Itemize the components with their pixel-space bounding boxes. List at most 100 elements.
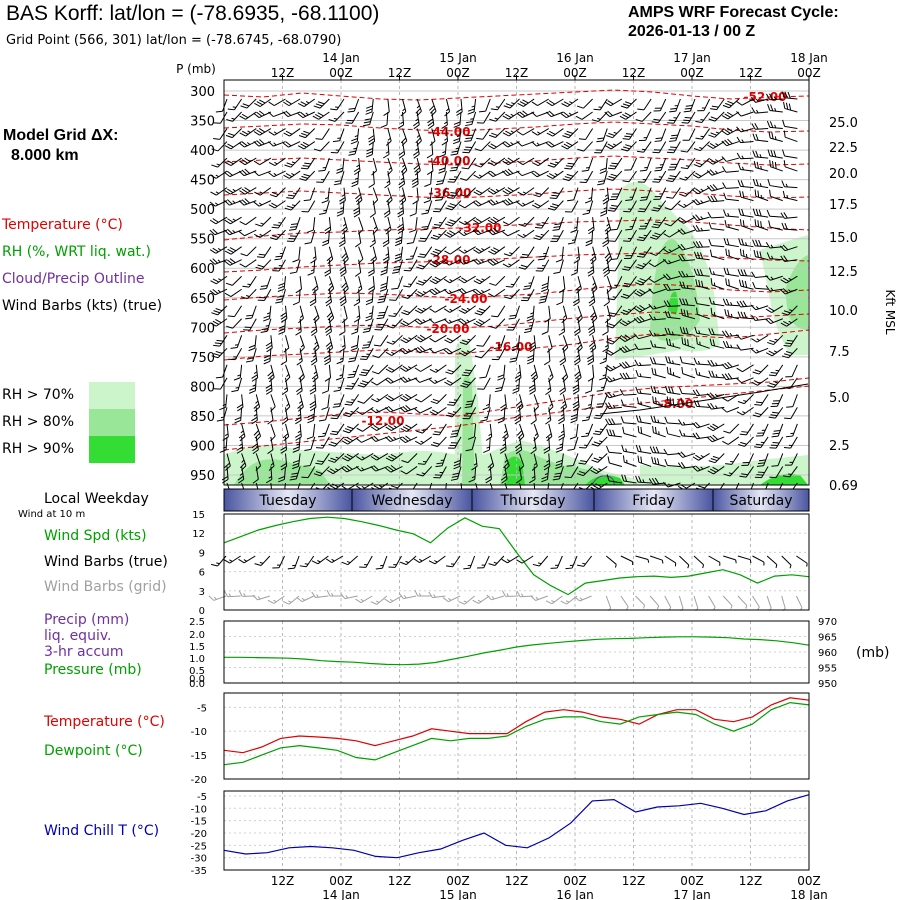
barb-staff <box>664 555 677 564</box>
barb-staff <box>590 377 594 391</box>
barb-full <box>637 108 645 111</box>
barb-staff <box>343 259 347 273</box>
barb-full <box>551 194 559 197</box>
barb-full <box>648 262 656 268</box>
barb-half <box>259 233 263 237</box>
profile-wind-barb <box>282 110 301 118</box>
temperature-contour-label: -32.00 <box>459 221 502 235</box>
barb-full <box>709 169 716 175</box>
barb-full <box>544 318 551 323</box>
barb-staff <box>508 216 520 226</box>
profile-wind-barb <box>502 111 520 120</box>
profile-wind-barb <box>458 216 476 226</box>
barb-staff <box>343 230 346 244</box>
profile-wind-barb <box>584 377 594 394</box>
barb-full <box>637 425 640 433</box>
barb-full <box>443 308 451 313</box>
profile-wind-barb <box>683 98 696 113</box>
barb-full <box>782 149 786 157</box>
barb-staff <box>298 246 301 260</box>
barb-full <box>638 228 646 230</box>
barb-staff <box>497 305 506 317</box>
barb-staff <box>623 377 637 380</box>
barb-staff <box>551 595 563 605</box>
barb-full <box>453 121 461 125</box>
barb-staff <box>243 555 256 564</box>
barb-full <box>497 377 504 381</box>
barb-full <box>751 107 756 114</box>
barb-full <box>369 213 376 218</box>
barb-staff <box>667 464 681 467</box>
barb-staff <box>436 229 447 240</box>
barb-full <box>341 561 349 566</box>
barb-staff <box>725 198 739 202</box>
barb-half <box>508 263 512 266</box>
barb-half <box>232 229 236 233</box>
barb-full <box>395 236 403 241</box>
barb-full <box>602 242 609 248</box>
profile-wind-barb <box>531 98 550 107</box>
profile-wind-barb <box>567 187 579 202</box>
barb-staff <box>725 170 739 173</box>
barb-full <box>606 445 610 453</box>
barb-full <box>737 163 742 170</box>
barb-staff <box>660 128 667 141</box>
barb-full <box>271 202 278 207</box>
barb-staff <box>431 111 435 125</box>
barb-full <box>215 110 223 113</box>
barb-full <box>452 140 460 145</box>
barb-staff <box>451 200 462 211</box>
barb-staff <box>424 246 433 258</box>
barb-full <box>301 132 308 137</box>
barb-full <box>653 386 657 393</box>
barb-staff <box>652 391 666 395</box>
temperature-contour-label: -40.00 <box>428 154 471 168</box>
barb-full <box>446 196 454 199</box>
barb-staff <box>670 200 681 211</box>
barb-full <box>209 259 216 265</box>
barb-full <box>638 236 646 239</box>
profile-wind-barb <box>444 98 451 117</box>
barb-full <box>371 371 379 375</box>
barb-staff <box>431 158 434 172</box>
barb-staff <box>696 405 710 408</box>
profile-wind-barb <box>321 394 330 411</box>
barb-staff <box>656 229 667 240</box>
barb-full <box>624 169 632 171</box>
barb-full <box>453 124 461 128</box>
barb-full <box>505 103 513 107</box>
surface-wind-barb-true <box>463 555 476 570</box>
barb-full <box>771 132 774 139</box>
barb-staff <box>230 141 242 150</box>
barb-full <box>332 140 340 143</box>
barb-full <box>253 170 260 177</box>
barb-staff <box>245 259 257 268</box>
profile-wind-barb <box>531 141 549 147</box>
profile-wind-barb <box>533 187 550 198</box>
barb-full <box>398 150 405 156</box>
barb-staff <box>322 436 330 449</box>
barb-staff <box>790 436 798 449</box>
barb-full <box>551 238 559 240</box>
profile-wind-barb <box>637 200 652 213</box>
profile-wind-barb <box>213 335 228 347</box>
barb-staff <box>741 111 754 117</box>
barb-half <box>416 105 420 109</box>
profile-wind-barb <box>564 157 579 170</box>
barb-staff <box>784 97 798 100</box>
barb-staff <box>402 128 408 141</box>
barb-full <box>234 419 241 424</box>
barb-staff <box>609 462 623 467</box>
barb-staff <box>727 111 740 120</box>
surface-wind-barb-true <box>311 555 329 565</box>
barb-staff <box>675 98 681 112</box>
profile-wind-barb <box>669 98 681 113</box>
barb-full <box>783 255 788 262</box>
barb-full <box>504 159 512 164</box>
barb-full <box>362 124 370 127</box>
barb-half <box>479 163 484 166</box>
profile-wind-barb <box>418 229 433 242</box>
barb-half <box>229 559 233 562</box>
barb-full <box>493 227 499 234</box>
profile-wind-barb <box>579 170 594 183</box>
